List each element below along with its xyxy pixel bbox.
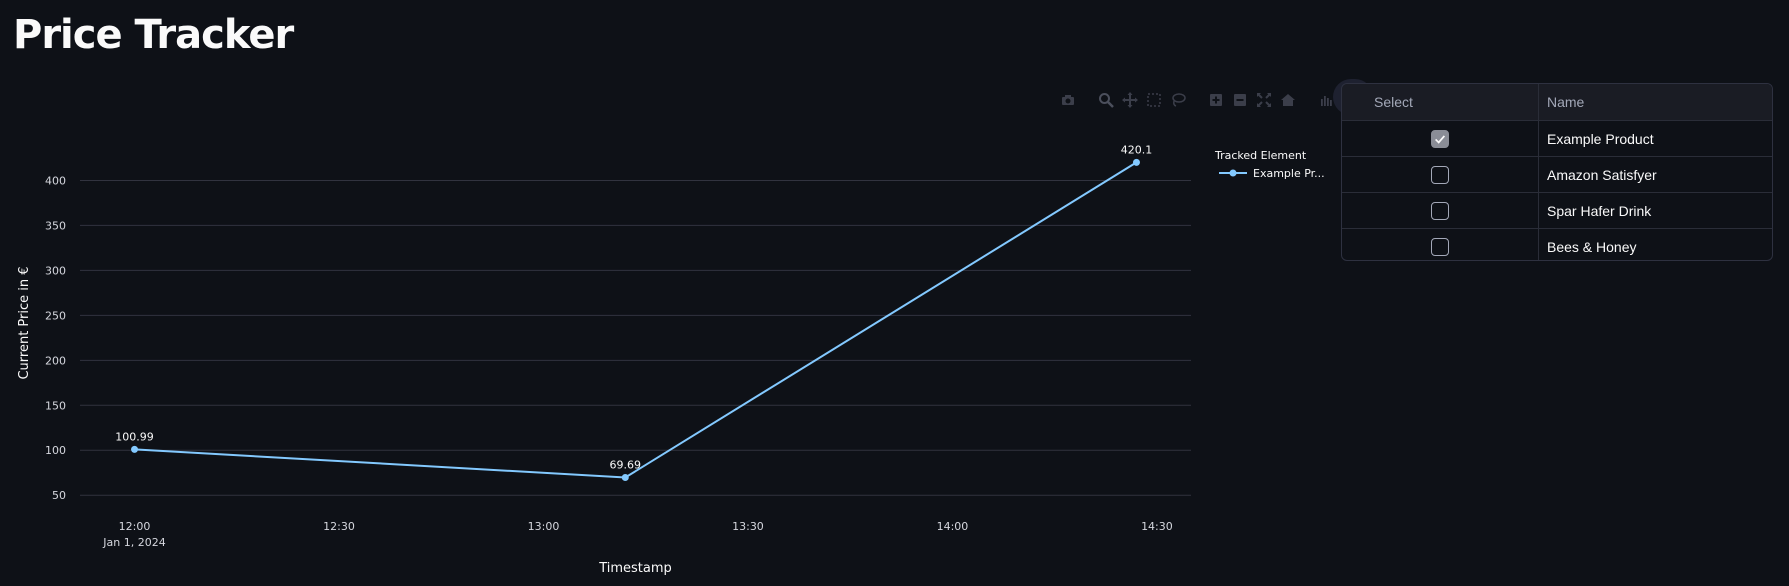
plotly-logo-icon[interactable]	[1317, 91, 1335, 109]
table-row: Example Product	[1342, 121, 1772, 157]
autoscale-icon[interactable]	[1255, 91, 1273, 109]
data-point	[621, 474, 629, 482]
legend-title: Tracked Element	[1214, 149, 1307, 162]
camera-icon[interactable]	[1059, 91, 1077, 109]
x-tick-label: 14:00	[937, 520, 969, 533]
column-header-name[interactable]: Name	[1547, 94, 1585, 110]
checkmark-icon	[1435, 134, 1446, 144]
reset-axes-icon[interactable]	[1279, 91, 1297, 109]
pan-icon[interactable]	[1121, 91, 1139, 109]
data-label: 69.69	[610, 459, 642, 472]
x-tick-label: 13:30	[732, 520, 764, 533]
column-header-select[interactable]: Select	[1342, 84, 1539, 120]
select-cell	[1342, 121, 1539, 156]
y-tick-label: 200	[45, 354, 66, 367]
price-chart: 50 100 150 200 250 300 350 400 12:00 Jan 1, 2024 1…	[17, 143, 1325, 576]
data-point	[131, 445, 139, 453]
x-tick-label: 14:30	[1141, 520, 1173, 533]
x-tick-label: 12:00	[119, 520, 151, 533]
zoom-out-icon[interactable]	[1231, 91, 1249, 109]
series-line	[134, 161, 1137, 479]
legend-marker	[1229, 169, 1237, 177]
legend-item-label: Example Pr...	[1253, 167, 1325, 180]
table-row: Amazon Satisfyer	[1342, 157, 1772, 193]
y-tick-label: 250	[45, 309, 66, 322]
x-axis-title: Timestamp	[598, 561, 672, 576]
y-tick-label: 300	[45, 264, 66, 277]
select-cell	[1342, 229, 1539, 260]
product-table: Select Name Example Product Amazon Satis…	[1341, 83, 1773, 261]
select-cell	[1342, 193, 1539, 228]
select-checkbox[interactable]	[1431, 129, 1449, 148]
x-tick-label: 13:00	[528, 520, 560, 533]
y-axis-title: Current Price in €	[17, 266, 32, 379]
product-name[interactable]: Spar Hafer Drink	[1547, 202, 1652, 219]
product-name[interactable]: Example Product	[1547, 130, 1654, 147]
y-tick-label: 150	[45, 399, 66, 412]
data-label: 420.1	[1121, 143, 1153, 156]
box-select-icon[interactable]	[1145, 91, 1163, 109]
page-title: Price Tracker	[13, 12, 294, 58]
zoom-icon[interactable]	[1097, 91, 1115, 109]
lasso-select-icon[interactable]	[1169, 91, 1187, 109]
data-point	[1132, 158, 1140, 166]
table-row: Spar Hafer Drink	[1342, 193, 1772, 229]
zoom-in-icon[interactable]	[1207, 91, 1225, 109]
product-name[interactable]: Amazon Satisfyer	[1547, 166, 1657, 183]
table-header: Select Name	[1342, 84, 1772, 121]
select-checkbox[interactable]	[1431, 201, 1449, 220]
product-name[interactable]: Bees & Honey	[1547, 238, 1637, 255]
y-tick-label: 400	[45, 174, 66, 187]
y-tick-label: 50	[52, 489, 66, 502]
y-tick-label: 350	[45, 219, 66, 232]
select-checkbox[interactable]	[1431, 165, 1449, 184]
select-checkbox[interactable]	[1431, 237, 1449, 256]
data-label: 100.99	[115, 430, 154, 443]
x-tick-sublabel: Jan 1, 2024	[102, 536, 165, 549]
table-row: Bees & Honey	[1342, 229, 1772, 260]
x-tick-label: 12:30	[323, 520, 355, 533]
chart-toolbar	[1059, 91, 1335, 109]
select-cell	[1342, 157, 1539, 192]
y-tick-label: 100	[45, 444, 66, 457]
